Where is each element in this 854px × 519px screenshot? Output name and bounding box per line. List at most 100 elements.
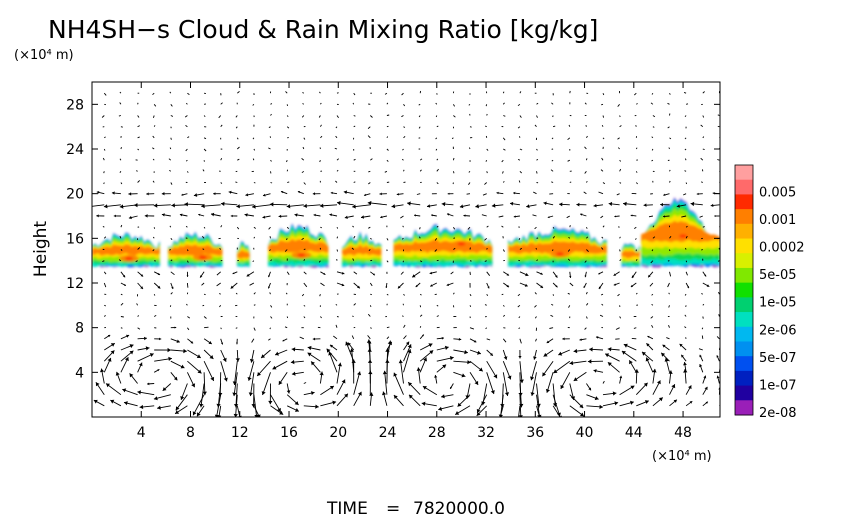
wind-vector-head (315, 404, 319, 409)
wind-vector (635, 259, 638, 261)
wind-vector-head (576, 202, 580, 207)
wind-vector (635, 182, 638, 185)
x-tick-label: 48 (674, 425, 692, 441)
wind-vector (684, 326, 687, 329)
wind-vector (185, 225, 188, 228)
wind-vector-head (326, 348, 331, 353)
cloud-contour (168, 244, 223, 256)
wind-vector (302, 146, 305, 150)
wind-vector (650, 102, 654, 105)
wind-vector (435, 115, 438, 118)
wind-vector (684, 314, 687, 317)
wind-vector (699, 215, 703, 218)
wind-vector (170, 115, 174, 117)
wind-vector (368, 170, 371, 173)
wind-vector-head (337, 362, 342, 367)
wind-vector (566, 215, 571, 219)
wind-vector (635, 238, 637, 240)
wind-vector-head (357, 391, 362, 396)
wind-vector (137, 136, 140, 139)
wind-vector-head (630, 385, 635, 390)
wind-vector (668, 325, 670, 328)
wind-vector (702, 226, 705, 228)
wind-vector-head (337, 200, 341, 206)
wind-vector (120, 327, 123, 329)
wind-vector (152, 236, 155, 239)
wind-vector-head (220, 201, 225, 206)
wind-vector-head (647, 335, 650, 338)
wind-vector (368, 182, 371, 185)
wind-vector-head (294, 213, 298, 217)
wind-vector-head (605, 353, 610, 358)
wind-vector-head (252, 204, 256, 209)
wind-vector (536, 405, 541, 417)
wind-vector-head (537, 414, 542, 417)
colorbar-swatch (735, 179, 753, 195)
wind-vector-head (644, 400, 649, 404)
wind-vector (669, 92, 671, 95)
wind-vector (519, 91, 522, 94)
wind-vector (684, 148, 687, 151)
wind-vector-head (524, 283, 528, 287)
wind-vector (584, 327, 587, 330)
wind-vector-head (290, 359, 295, 365)
wind-vector-head (171, 286, 174, 289)
y-tick-label: 16 (66, 231, 84, 247)
wind-vector-head (458, 337, 462, 341)
wind-vector (435, 102, 438, 105)
wind-vector (119, 102, 122, 105)
wind-vector-head (193, 193, 198, 197)
wind-vector (519, 115, 522, 118)
wind-vector-head (197, 369, 202, 374)
wind-vector (169, 225, 172, 228)
wind-vector (353, 115, 356, 117)
wind-vector (569, 282, 574, 287)
wind-vector (419, 314, 423, 317)
wind-vector-head (149, 353, 154, 357)
wind-vector (469, 327, 475, 330)
wind-vector (685, 103, 689, 105)
wind-vector (152, 158, 155, 161)
wind-vector-head (372, 273, 375, 276)
wind-vector (485, 104, 488, 107)
wind-vector (220, 102, 223, 105)
wind-vector-head (140, 274, 144, 277)
wind-vector-head (652, 368, 657, 373)
wind-vector (104, 136, 106, 139)
wind-vector (336, 158, 339, 161)
wind-vector (517, 304, 521, 308)
wind-vector (434, 249, 438, 252)
colorbar-swatch (735, 356, 753, 372)
wind-vector (401, 92, 404, 96)
wind-vector (652, 115, 656, 118)
wind-vector-head (278, 214, 282, 218)
wind-vector (303, 316, 306, 319)
wind-vector-head (461, 373, 466, 378)
cloud-contour (641, 220, 720, 243)
wind-vector-head (134, 203, 138, 208)
wind-vector-head (398, 359, 403, 364)
wind-vector-head (612, 391, 617, 396)
wind-vector (551, 159, 554, 162)
wind-vector-head (330, 344, 333, 348)
wind-vector (170, 259, 173, 262)
wind-vector (336, 249, 339, 252)
wind-vector-head (507, 375, 512, 380)
wind-vector-head (441, 336, 444, 340)
wind-vector-head (192, 411, 197, 416)
wind-vector-head (560, 384, 565, 389)
wind-vector-head (393, 372, 398, 377)
wind-vector-head (614, 401, 619, 406)
wind-vector (585, 291, 588, 295)
wind-vector-head (546, 340, 550, 343)
wind-vector-head (180, 364, 185, 369)
wind-vector (502, 171, 504, 174)
wind-vector-head (556, 412, 561, 417)
wind-vector-head (159, 337, 162, 341)
colorbar-swatch (735, 165, 753, 181)
wind-vector (702, 303, 705, 306)
wind-vector-head (587, 359, 592, 364)
wind-vector (318, 237, 321, 241)
wind-vector (120, 147, 122, 150)
wind-vector (203, 115, 206, 118)
